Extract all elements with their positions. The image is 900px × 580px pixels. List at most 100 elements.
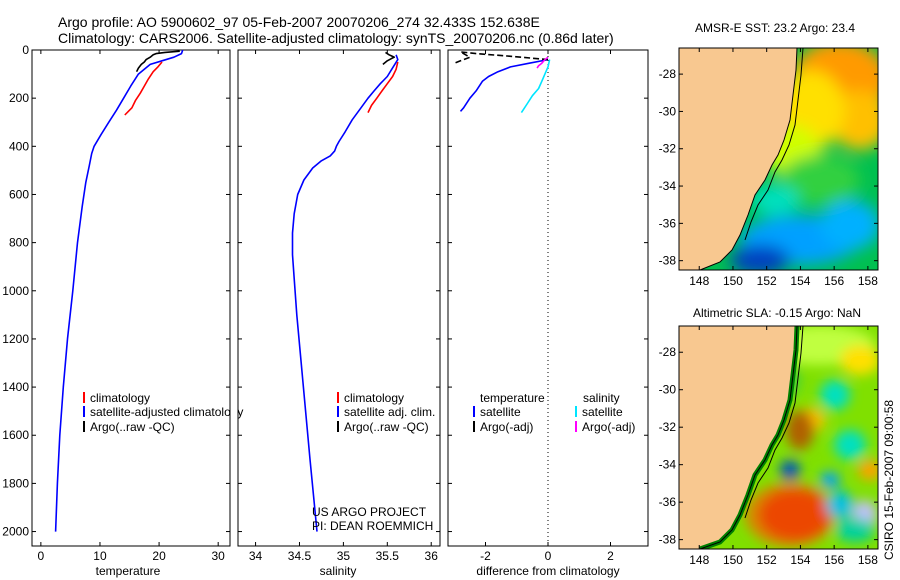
lat-tick-label: -28 bbox=[659, 67, 677, 81]
lat-tick-label: -30 bbox=[659, 104, 677, 118]
lat-tick-label: -34 bbox=[659, 179, 677, 193]
y-tick-label: 1600 bbox=[2, 428, 29, 442]
difference-legend: temperature salinity satellite Argo(-adj… bbox=[473, 391, 635, 434]
sst-map-panel: AMSR-E SST: 23.2 Argo: 23.4 148 150 152 154… bbox=[659, 21, 879, 288]
y-tick-label: 2000 bbox=[2, 525, 29, 539]
salinity-axes-frame bbox=[237, 49, 441, 547]
sla-field bbox=[679, 326, 878, 549]
difference-xlabel: difference from climatology bbox=[476, 564, 619, 578]
lon-tick-label: 154 bbox=[790, 274, 810, 288]
y-tick-label: 1200 bbox=[2, 332, 29, 346]
lon-tick-label: 148 bbox=[689, 553, 709, 567]
lat-tick-label: -32 bbox=[659, 420, 677, 434]
x-tick-label: 35.5 bbox=[376, 549, 400, 563]
x-tick-label: 20 bbox=[152, 549, 166, 563]
y-tick-label: 0 bbox=[22, 43, 29, 57]
x-tick-label: 34.5 bbox=[288, 549, 312, 563]
sla-map-ticks: 148 150 152 154 156 158 -28 -30 -32 -34 -36 -38 bbox=[659, 326, 878, 567]
difference-series bbox=[454, 51, 551, 114]
salinity-ticks: 34 34.5 35 35.5 36 bbox=[238, 49, 440, 563]
lon-tick-label: 158 bbox=[858, 553, 878, 567]
legend-temp-satellite-label: satellite bbox=[480, 405, 521, 419]
lon-tick-label: 156 bbox=[824, 553, 844, 567]
lon-tick-label: 150 bbox=[723, 553, 743, 567]
lon-tick-label: 148 bbox=[689, 274, 709, 288]
legend-sal-satellite-label: satellite bbox=[582, 405, 623, 419]
sst-field bbox=[679, 48, 878, 270]
lat-tick-label: -38 bbox=[659, 533, 677, 547]
y-tick-label: 400 bbox=[9, 139, 29, 153]
figure-title-line-2: Climatology: CARS2006. Satellite-adjuste… bbox=[58, 30, 614, 46]
legend-climatology-label: climatology bbox=[90, 391, 150, 405]
sla-map-title: Altimetric SLA: -0.15 Argo: NaN bbox=[693, 306, 861, 320]
x-tick-label: 36 bbox=[425, 549, 439, 563]
project-annotation: US ARGO PROJECT bbox=[312, 505, 427, 519]
difference-panel: -2 0 2 difference from climatology tempera… bbox=[447, 49, 649, 578]
series-line-satellite-adjusted-climatology bbox=[54, 49, 184, 532]
series-line-temperature-satellite bbox=[459, 58, 549, 112]
salinity-panel: 34 34.5 35 35.5 36 salinity climatology sate… bbox=[237, 49, 441, 578]
legend-temp-argo-label: Argo(-adj) bbox=[480, 420, 533, 434]
sst-map-title: AMSR-E SST: 23.2 Argo: 23.4 bbox=[695, 21, 855, 35]
legend-argo-label: Argo(..raw -QC) bbox=[90, 420, 175, 434]
lon-tick-label: 156 bbox=[824, 274, 844, 288]
panel-gap bbox=[231, 395, 237, 435]
temperature-axes-frame bbox=[31, 49, 231, 547]
lon-tick-label: 158 bbox=[858, 274, 878, 288]
pi-annotation: PI: DEAN ROEMMICH bbox=[312, 519, 433, 533]
lon-tick-label: 154 bbox=[790, 553, 810, 567]
lat-tick-label: -28 bbox=[659, 345, 677, 359]
series-line-climatology bbox=[124, 61, 163, 116]
y-tick-label: 1800 bbox=[2, 476, 29, 490]
series-line-temperature-argo-adj- bbox=[454, 51, 549, 64]
salinity-series bbox=[291, 51, 399, 532]
temperature-legend: climatology satellite-adjusted climatolo… bbox=[83, 391, 243, 434]
lat-tick-label: -38 bbox=[659, 254, 677, 268]
sla-map-panel: Altimetric SLA: -0.15 Argo: NaN bbox=[659, 306, 879, 567]
lat-tick-label: -30 bbox=[659, 383, 677, 397]
sla-map-frame bbox=[678, 325, 879, 550]
y-tick-label: 1000 bbox=[2, 284, 29, 298]
series-line-salinity-argo-adj- bbox=[536, 56, 549, 69]
lon-tick-label: 152 bbox=[757, 553, 777, 567]
legend-satellite-label: satellite adj. clim. bbox=[344, 405, 435, 419]
legend-argo-label: Argo(..raw -QC) bbox=[344, 420, 429, 434]
y-tick-label: 1400 bbox=[2, 380, 29, 394]
legend-satellite-label: satellite-adjusted climatology bbox=[90, 405, 243, 419]
x-tick-label: -2 bbox=[480, 549, 491, 563]
sst-map-frame bbox=[678, 47, 879, 271]
temperature-panel: 0 10 20 30 0 200 400 600 800 1000 1200 1400 1600 1800… bbox=[2, 43, 243, 578]
x-tick-label: 0 bbox=[38, 549, 45, 563]
y-tick-label: 800 bbox=[9, 236, 29, 250]
y-tick-label: 200 bbox=[9, 91, 29, 105]
series-line-salinity-satellite bbox=[520, 59, 551, 114]
temperature-ticks: 0 10 20 30 0 200 400 600 800 1000 1200 1400 1600 1800… bbox=[2, 43, 230, 563]
lon-tick-label: 150 bbox=[723, 274, 743, 288]
temperature-xlabel: temperature bbox=[96, 564, 161, 578]
legend-temperature-header: temperature bbox=[480, 391, 545, 405]
series-line-climatology bbox=[367, 61, 399, 113]
sst-map-ticks: 148 150 152 154 156 158 -28 -30 -32 -34 -36 -38 bbox=[659, 48, 878, 288]
x-tick-label: 34 bbox=[249, 549, 263, 563]
timestamp-stamp: CSIRO 15-Feb-2007 09:00:58 bbox=[882, 400, 896, 560]
x-tick-label: 2 bbox=[607, 549, 614, 563]
series-line-argo-raw-qc- bbox=[382, 51, 396, 66]
x-tick-label: 10 bbox=[93, 549, 107, 563]
x-tick-label: 0 bbox=[545, 549, 552, 563]
lat-tick-label: -32 bbox=[659, 142, 677, 156]
series-line-satellite-adj-clim- bbox=[291, 54, 399, 532]
x-tick-label: 30 bbox=[211, 549, 225, 563]
figure-title-line-1: Argo profile: AO 5900602_97 05-Feb-2007 … bbox=[58, 14, 540, 30]
legend-salinity-header: salinity bbox=[583, 391, 620, 405]
legend-climatology-label: climatology bbox=[344, 391, 404, 405]
salinity-xlabel: salinity bbox=[320, 564, 357, 578]
lat-tick-label: -36 bbox=[659, 495, 677, 509]
series-line-argo-raw-qc- bbox=[135, 50, 180, 73]
lat-tick-label: -36 bbox=[659, 216, 677, 230]
difference-ticks: -2 0 2 bbox=[448, 49, 648, 563]
x-tick-label: 35 bbox=[337, 549, 351, 563]
salinity-legend: climatology satellite adj. clim. Argo(..… bbox=[337, 391, 435, 434]
temperature-series bbox=[54, 49, 184, 532]
y-tick-label: 600 bbox=[9, 187, 29, 201]
